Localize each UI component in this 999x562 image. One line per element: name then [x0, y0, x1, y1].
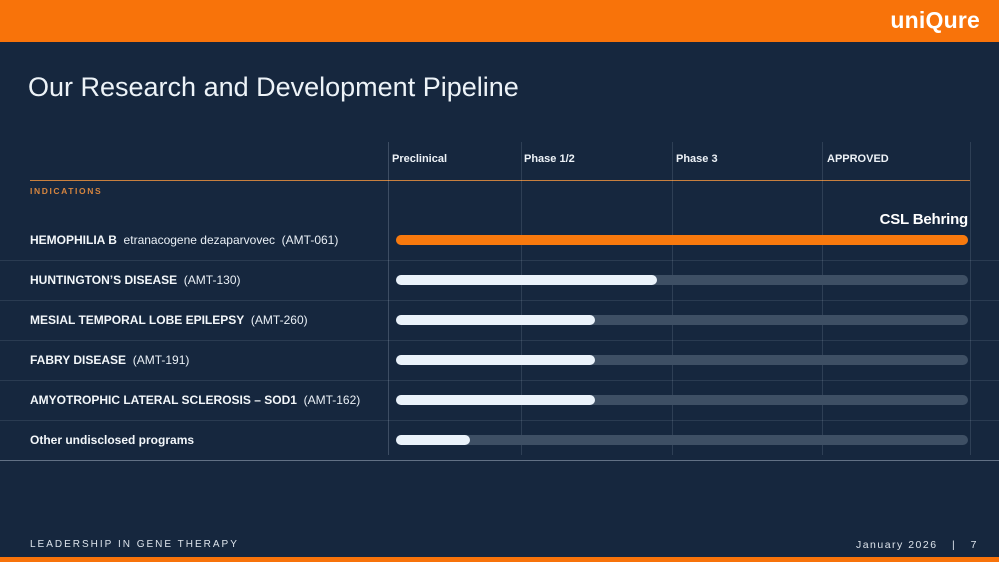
pipeline-row: HUNTINGTON’S DISEASE (AMT-130) — [0, 261, 999, 301]
pipeline-rows: HEMOPHILIA B etranacogene dezaparvovec (… — [0, 211, 999, 461]
indication-detail: etranacogene dezaparvovec — [116, 233, 275, 247]
grid-line-chart-left — [388, 142, 389, 455]
pipeline-row: AMYOTROPHIC LATERAL SCLEROSIS – SOD1 (AM… — [0, 381, 999, 421]
grid-line-approved — [822, 142, 823, 455]
indication-name: FABRY DISEASE — [30, 353, 127, 367]
indication-name: MESIAL TEMPORAL LOBE EPILEPSY — [30, 313, 245, 327]
pipeline-row: HEMOPHILIA B etranacogene dezaparvovec (… — [0, 211, 999, 261]
indications-label: INDICATIONS — [30, 186, 103, 196]
progress-track — [396, 395, 968, 405]
grid-line-phase12 — [521, 142, 522, 455]
header-underline — [30, 180, 970, 181]
progress-bar — [396, 275, 657, 285]
indication-name: HUNTINGTON’S DISEASE — [30, 273, 178, 287]
column-header-preclinical: Preclinical — [392, 153, 448, 165]
progress-track — [396, 235, 968, 245]
row-label: Other undisclosed programs — [30, 421, 194, 460]
pipeline-row: Other undisclosed programs — [0, 421, 999, 461]
page-number: 7 — [970, 539, 978, 551]
column-header-phase3: Phase 3 — [676, 153, 718, 165]
footer-tagline: LEADERSHIP IN GENE THERAPY — [30, 539, 239, 550]
progress-bar — [396, 315, 596, 325]
progress-bar — [396, 235, 968, 245]
progress-bar — [396, 435, 470, 445]
progress-bar — [396, 395, 596, 405]
grid-line-phase3 — [672, 142, 673, 455]
progress-track — [396, 275, 968, 285]
top-brand-bar: uniQure — [0, 0, 999, 42]
row-label: HEMOPHILIA B etranacogene dezaparvovec (… — [30, 221, 338, 260]
row-label: HUNTINGTON’S DISEASE (AMT-130) — [30, 261, 241, 300]
program-code: (AMT-130) — [177, 273, 241, 287]
column-header-phase12: Phase 1/2 — [524, 153, 575, 165]
program-code: (AMT-260) — [244, 313, 308, 327]
footer-separator: | — [952, 539, 957, 551]
program-code: (AMT-162) — [296, 393, 361, 407]
indication-name: Other undisclosed programs — [30, 433, 195, 447]
page-title: Our Research and Development Pipeline — [28, 72, 519, 102]
indication-name: HEMOPHILIA B — [30, 233, 117, 247]
column-header-approved: APPROVED — [827, 153, 889, 165]
row-label: MESIAL TEMPORAL LOBE EPILEPSY (AMT-260) — [30, 301, 308, 340]
partner-label: CSL Behring — [879, 211, 969, 228]
footer-date: January 2026 — [855, 539, 938, 551]
progress-track — [396, 315, 968, 325]
grid-line-chart-right — [970, 142, 971, 455]
pipeline-row: FABRY DISEASE (AMT-191) — [0, 341, 999, 381]
uniqure-logo: uniQure — [890, 7, 980, 33]
row-label: AMYOTROPHIC LATERAL SCLEROSIS – SOD1 (AM… — [30, 381, 360, 420]
program-code: (AMT-191) — [126, 353, 190, 367]
progress-track — [396, 355, 968, 365]
row-label: FABRY DISEASE (AMT-191) — [30, 341, 189, 380]
progress-track — [396, 435, 968, 445]
bottom-brand-bar — [0, 557, 999, 562]
pipeline-row: MESIAL TEMPORAL LOBE EPILEPSY (AMT-260) — [0, 301, 999, 341]
progress-bar — [396, 355, 596, 365]
footer-meta: January 2026 | 7 — [856, 539, 978, 551]
program-code: (AMT-061) — [275, 233, 339, 247]
indication-name: AMYOTROPHIC LATERAL SCLEROSIS – SOD1 — [30, 393, 297, 407]
